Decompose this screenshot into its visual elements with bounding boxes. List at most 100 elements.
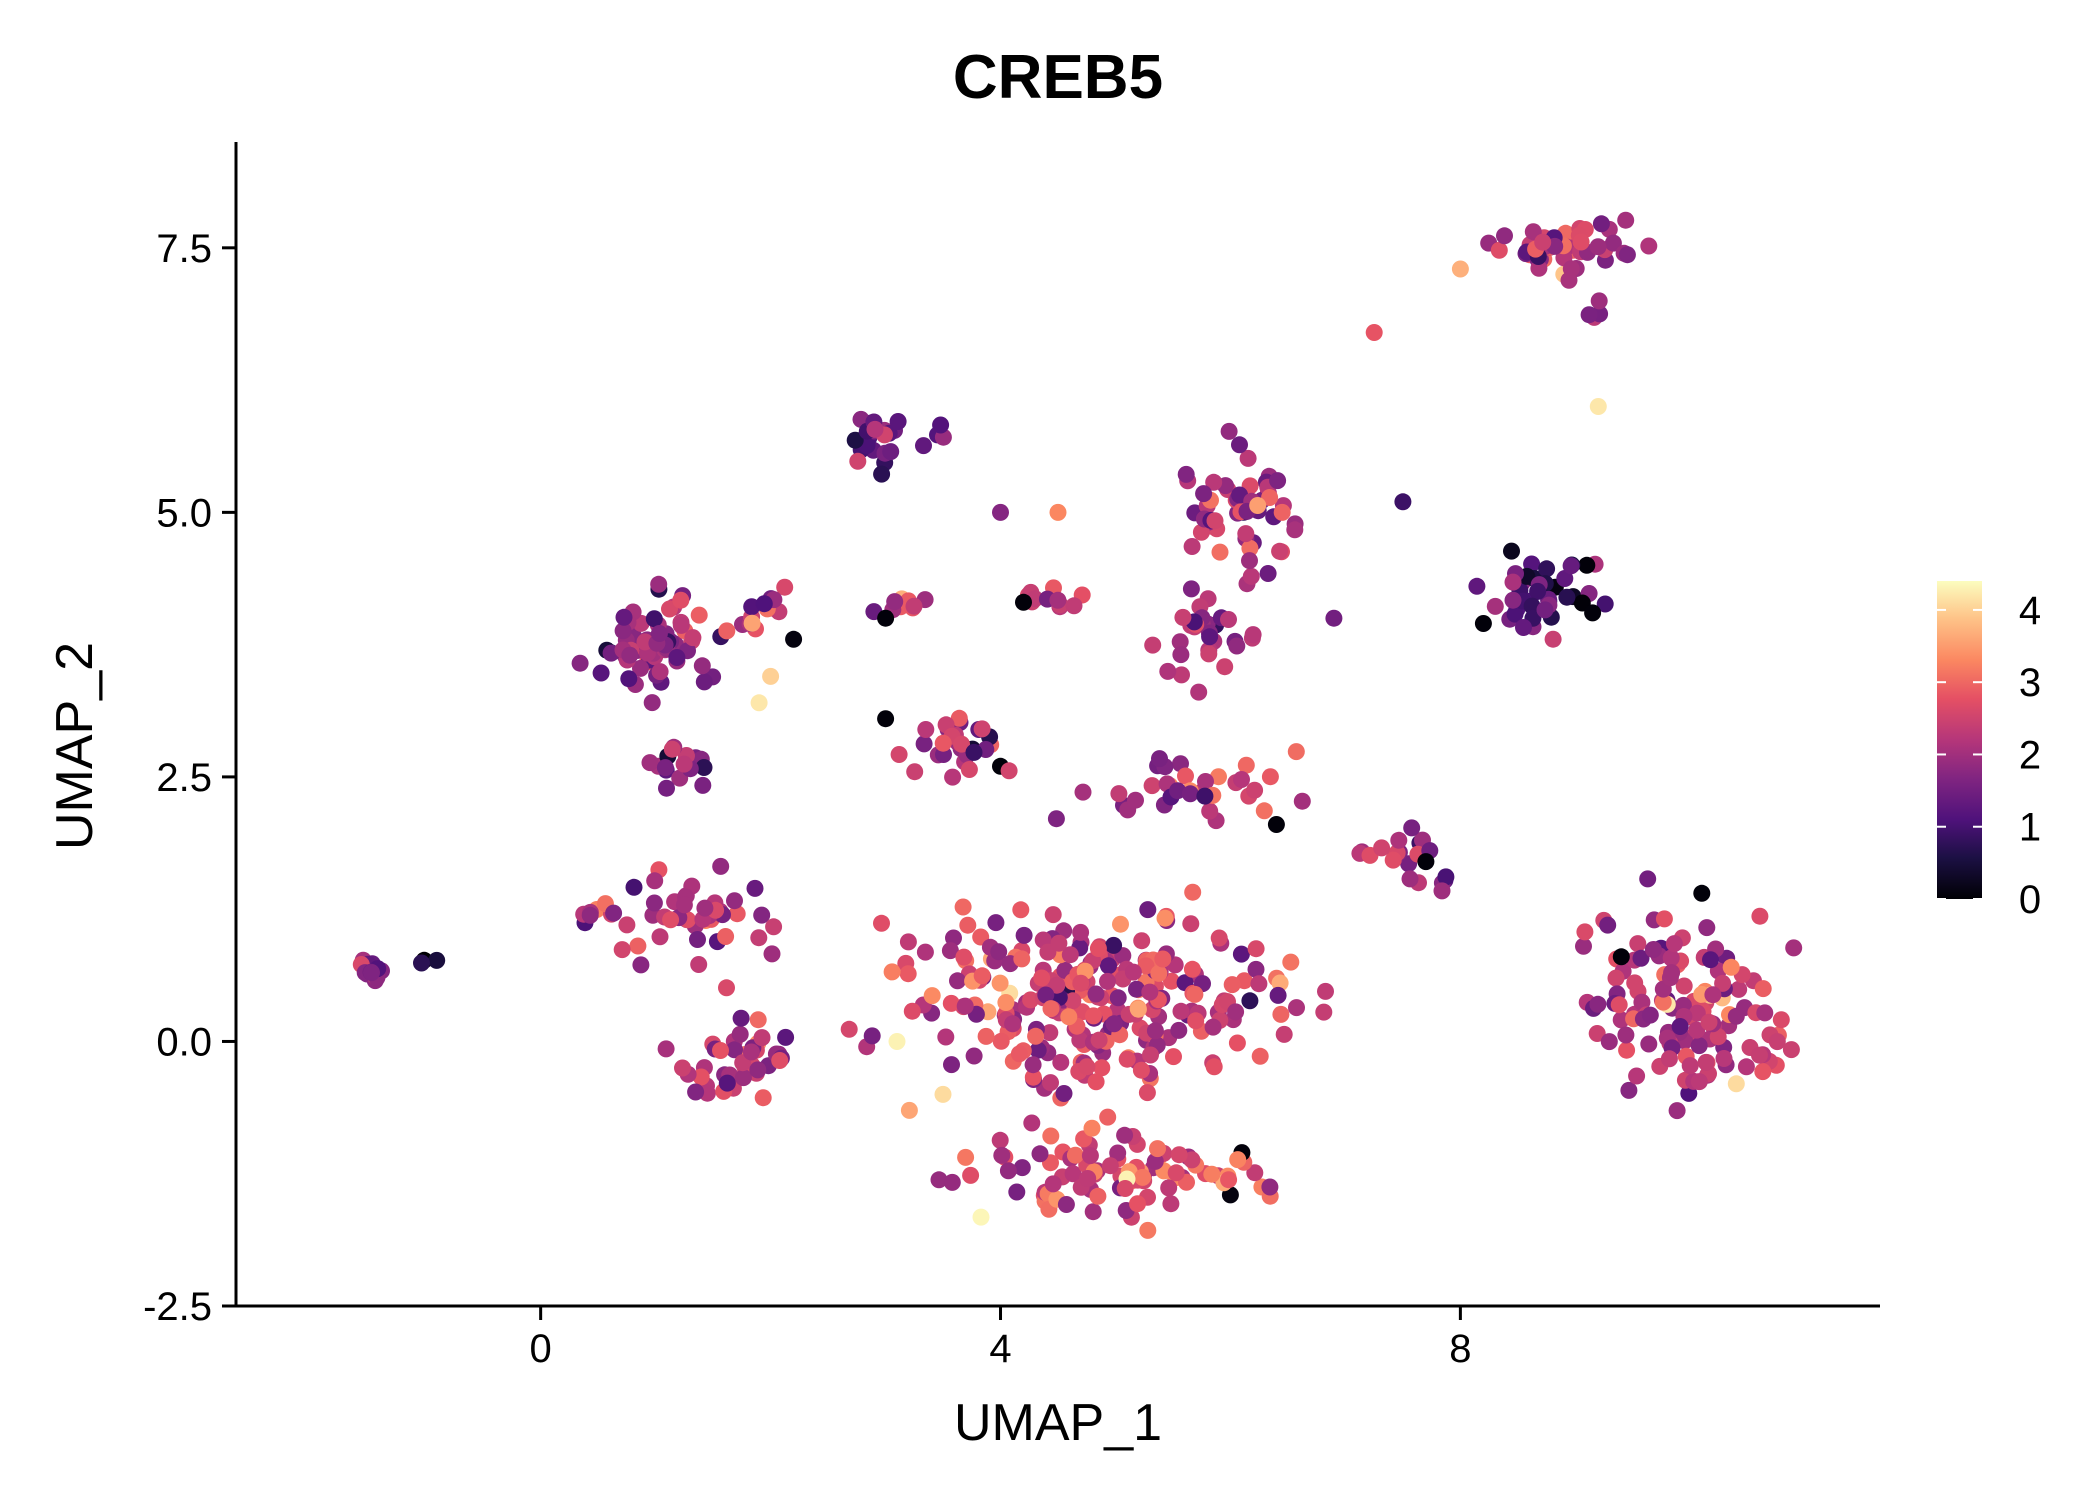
scatter-point [930,1171,948,1189]
scatter-point [1177,767,1194,785]
scatter-point [1173,666,1190,684]
scatter-point [1617,211,1635,229]
scatter-point [1730,980,1748,998]
scatter-point [662,911,680,929]
scatter-point [1220,611,1237,628]
scatter-point [613,941,631,959]
scatter-point [581,906,599,924]
scatter-point [1044,906,1062,924]
scatter-point [923,987,941,1005]
scatter-point [632,956,650,974]
scatter-point [1751,907,1769,925]
scatter-point [1486,597,1504,615]
scatter-point [1204,1018,1222,1036]
scatter-point [1365,324,1383,341]
scatter-point [687,1083,705,1101]
colorbar-ticks: 0 1 2 3 4 [1937,589,2041,922]
scatter-point [944,768,962,786]
scatter-point [1772,1011,1790,1029]
scatter-point [1496,227,1513,245]
scatter-point [1024,1056,1042,1074]
scatter-point [732,1009,750,1027]
scatter-point [1536,601,1554,619]
scatter-point [1267,816,1285,833]
scatter-point [1604,234,1622,252]
color-legend: 0 1 2 3 4 [1937,581,2041,922]
scatter-point [1100,957,1117,975]
scatter-point [1317,982,1334,1000]
scatter-point [1015,926,1033,944]
scatter-point [1089,1187,1107,1205]
scatter-point [1556,570,1574,587]
scatter-point [1433,882,1451,900]
scatter-point [1205,1058,1223,1076]
scatter-point [1754,980,1772,998]
scatter-point [1037,986,1055,1004]
scatter-point [1163,972,1180,990]
scatter-point [1538,560,1556,578]
scatter-point [672,591,690,609]
scatter-point [1101,1157,1119,1175]
scatter-point [1373,839,1391,857]
scatter-point [1174,608,1192,626]
x-tick-label: 0 [530,1327,552,1371]
scatter-point [718,1074,736,1092]
scatter-point [694,776,712,794]
scatter-point [646,872,664,890]
scatter-point [1572,233,1590,251]
scatter-point [1325,609,1343,627]
scatter-point [1474,615,1492,632]
scatter-point [1249,497,1267,514]
scatter-point [905,597,923,615]
scatter-point [1232,945,1250,963]
scatter-point [1146,1152,1164,1170]
scatter-point [1197,773,1214,790]
scatter-point [689,931,706,948]
scatter-point [750,929,768,947]
scatter-point [1041,1024,1059,1042]
scatter-point [1124,963,1142,981]
scatter-point [1709,1028,1727,1046]
scatter-point [1099,972,1116,990]
scatter-point [1105,1015,1123,1033]
scatter-point [1589,995,1607,1013]
scatter-point [1255,802,1273,820]
scatter-point [1127,791,1144,809]
scatter-point [785,630,803,648]
scatter-point [651,663,669,681]
scatter-point [695,673,713,691]
scatter-point [1233,771,1250,788]
scatter-point [1662,949,1680,967]
scatter-point [614,622,632,640]
scatter-point [993,1146,1011,1164]
scatter-point [1688,1004,1706,1022]
scatter-point [882,443,900,461]
scatter-point [650,575,668,593]
scatter-point [1675,977,1693,995]
scatter-point [1578,556,1596,574]
scatter-point [621,646,639,664]
scatter-point [658,779,675,797]
scatter-point [997,994,1015,1011]
colorbar-tick-label: 1 [2019,806,2041,850]
scatter-point [1087,1073,1105,1091]
scatter-point [695,759,713,776]
scatter-point [1629,935,1647,953]
scatter-point [641,754,659,772]
scatter-point [1618,1041,1636,1059]
scatter-point [413,954,430,972]
scatter-point [618,916,636,934]
scatter-point [1139,901,1157,919]
scatter-point [753,1029,771,1047]
scatter-point [1288,999,1305,1017]
scatter-point [1737,1058,1755,1076]
scatter-point [1599,916,1617,934]
y-axis-ticks: -2.5 0.0 2.5 5.0 7.5 [143,227,236,1329]
scatter-point [1072,923,1090,941]
scatter-point [1269,472,1287,490]
scatter-point [999,1162,1017,1180]
scatter-point [1172,646,1190,664]
scatter-point [1242,567,1260,585]
scatter-point [1231,436,1248,454]
scatter-point [1093,1059,1111,1077]
